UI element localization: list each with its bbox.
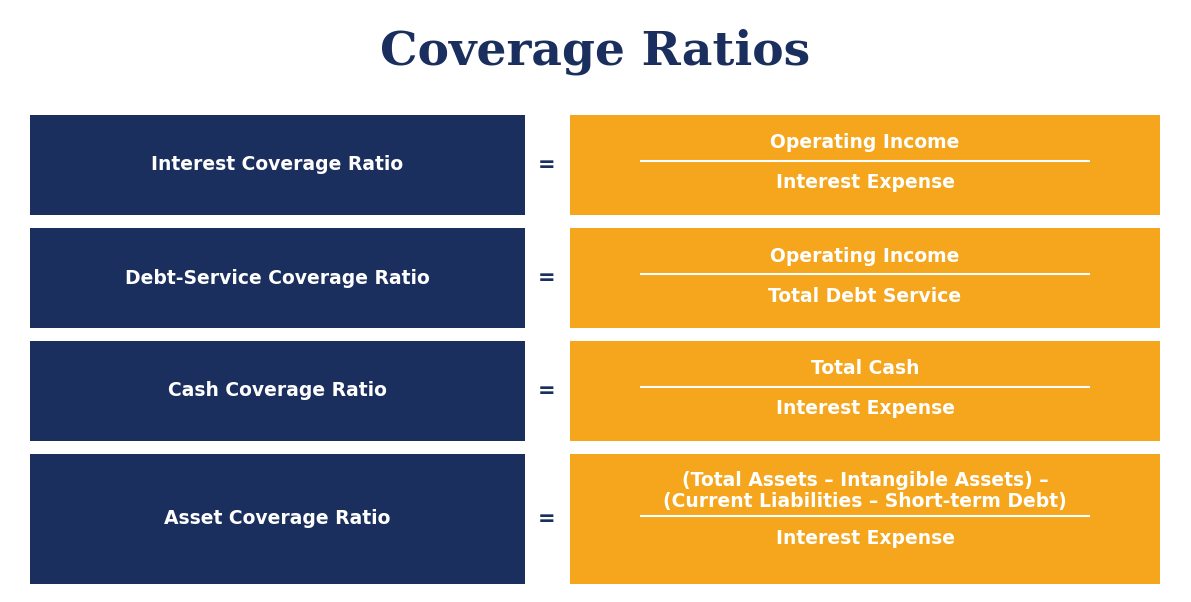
- Text: Operating Income: Operating Income: [771, 134, 960, 152]
- Text: Coverage Ratios: Coverage Ratios: [380, 29, 811, 75]
- Text: Total Cash: Total Cash: [811, 359, 919, 379]
- Bar: [30, 341, 525, 441]
- Bar: [30, 228, 525, 328]
- Bar: [570, 454, 1160, 584]
- Text: =: =: [538, 509, 556, 529]
- Text: Interest Expense: Interest Expense: [775, 530, 954, 548]
- Text: Interest Coverage Ratio: Interest Coverage Ratio: [151, 155, 404, 175]
- Bar: [30, 454, 525, 584]
- Text: =: =: [538, 268, 556, 288]
- Text: Operating Income: Operating Income: [771, 246, 960, 265]
- Text: Interest Expense: Interest Expense: [775, 400, 954, 418]
- Text: Cash Coverage Ratio: Cash Coverage Ratio: [168, 382, 387, 400]
- Text: Total Debt Service: Total Debt Service: [768, 287, 961, 305]
- Text: =: =: [538, 381, 556, 401]
- Text: (Total Assets – Intangible Assets) –: (Total Assets – Intangible Assets) –: [681, 471, 1048, 491]
- Text: Asset Coverage Ratio: Asset Coverage Ratio: [164, 509, 391, 529]
- Bar: [570, 115, 1160, 215]
- Bar: [570, 341, 1160, 441]
- Text: Debt-Service Coverage Ratio: Debt-Service Coverage Ratio: [125, 268, 430, 288]
- Text: =: =: [538, 155, 556, 175]
- Text: Interest Expense: Interest Expense: [775, 173, 954, 193]
- Bar: [30, 115, 525, 215]
- Bar: [570, 228, 1160, 328]
- Text: (Current Liabilities – Short-term Debt): (Current Liabilities – Short-term Debt): [663, 491, 1067, 510]
